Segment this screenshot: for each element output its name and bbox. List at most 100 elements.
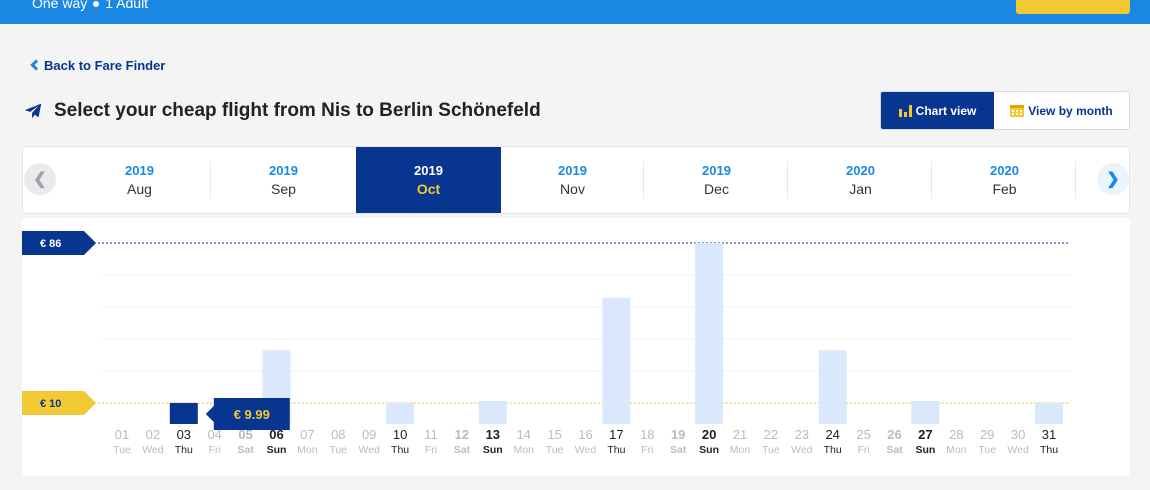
- day-number[interactable]: 20: [702, 427, 716, 442]
- price-tooltip-label: € 9.99: [234, 407, 270, 422]
- month-tab-2019-nov[interactable]: 2019 Nov: [501, 147, 644, 213]
- day-number: 11: [424, 427, 438, 442]
- day-number[interactable]: 24: [825, 427, 839, 442]
- day-weekday: Sat: [670, 444, 687, 456]
- day-number[interactable]: 17: [609, 427, 623, 442]
- max-price-label: € 86: [40, 238, 61, 250]
- min-price-marker: [22, 390, 96, 415]
- search-button[interactable]: [1016, 0, 1130, 14]
- day-number: 19: [671, 427, 685, 442]
- day-number[interactable]: 06: [269, 427, 283, 442]
- fare-bar-chart: € 86 € 10 € 9.99 01 Tue 02 Wed 03 Thu 04 Fri 05 Sat…: [22, 231, 1070, 456]
- trip-summary: One way 1 Adult: [32, 0, 148, 11]
- day-weekday[interactable]: Thu: [391, 444, 409, 456]
- day-weekday: Mon: [730, 444, 751, 456]
- chart-day-labels: 01 Tue 02 Wed 03 Thu 04 Fri 05 Sat 06 Sun 07 Mon 08 Tue…: [113, 427, 1058, 456]
- fare-bar-31[interactable]: [1035, 402, 1063, 424]
- day-weekday: Mon: [513, 444, 534, 456]
- day-weekday: Tue: [762, 444, 780, 456]
- view-toggle: Chart view View by month: [880, 91, 1130, 130]
- day-number: 08: [331, 427, 345, 442]
- day-weekday: Fri: [209, 444, 221, 456]
- month-tab-year: 2019: [558, 163, 587, 178]
- day-number: 15: [547, 427, 561, 442]
- chart-price-markers: € 86 € 10 € 9.99: [22, 231, 290, 430]
- month-tab-2019-aug[interactable]: 2019 Aug: [68, 147, 211, 213]
- day-weekday[interactable]: Thu: [824, 444, 842, 456]
- max-price-marker: [22, 231, 96, 255]
- min-price-label: € 10: [40, 398, 61, 410]
- fare-bar-03[interactable]: [169, 402, 198, 424]
- day-number[interactable]: 03: [177, 427, 191, 442]
- chevron-right-icon: ❯: [1106, 171, 1120, 188]
- day-number: 04: [207, 427, 221, 442]
- chart-view-label: Chart view: [915, 103, 977, 118]
- trip-type-label: One way: [32, 0, 88, 11]
- day-weekday[interactable]: Sun: [915, 444, 935, 456]
- day-weekday: Tue: [329, 444, 347, 456]
- fare-bar-13[interactable]: [478, 400, 507, 424]
- day-number: 18: [640, 427, 654, 442]
- day-weekday: Tue: [546, 444, 564, 456]
- month-tab-2019-oct[interactable]: 2019 Oct: [356, 147, 501, 213]
- day-weekday: Sat: [237, 444, 254, 456]
- day-number: 21: [733, 427, 747, 442]
- fare-bar-27[interactable]: [911, 400, 940, 424]
- search-summary-bar: One way 1 Adult: [0, 0, 1150, 24]
- next-month-button[interactable]: ❯: [1097, 163, 1129, 195]
- chart-view-button[interactable]: Chart view: [881, 92, 994, 129]
- day-weekday[interactable]: Thu: [175, 444, 193, 456]
- day-weekday: Fri: [641, 444, 653, 456]
- month-tab-month: Aug: [127, 181, 152, 197]
- previous-month-button[interactable]: ❮: [24, 163, 56, 195]
- month-tab-2019-dec[interactable]: 2019 Dec: [645, 147, 788, 213]
- day-weekday: Mon: [297, 444, 318, 456]
- day-weekday: Sat: [454, 444, 471, 456]
- fare-bar-20[interactable]: [695, 243, 724, 424]
- day-number: 22: [764, 427, 778, 442]
- fare-bar-24[interactable]: [818, 350, 847, 424]
- day-weekday: Wed: [358, 444, 380, 456]
- day-number: 07: [300, 427, 314, 442]
- day-weekday: Sat: [886, 444, 903, 456]
- passenger-count-label: 1 Adult: [105, 0, 149, 11]
- month-tab-2020-jan[interactable]: 2020 Jan: [789, 147, 932, 213]
- day-number: 23: [795, 427, 809, 442]
- day-weekday: Wed: [575, 444, 597, 456]
- month-tab-year: 2020: [990, 163, 1019, 178]
- chevron-left-icon: ❮: [33, 171, 47, 188]
- month-tab-year: 2019: [269, 163, 298, 178]
- day-weekday[interactable]: Sun: [267, 444, 287, 456]
- day-weekday: Tue: [978, 444, 996, 456]
- month-tab-2019-sep[interactable]: 2019 Sep: [212, 147, 355, 213]
- bar-chart-icon: [898, 104, 912, 117]
- day-number: 29: [980, 427, 994, 442]
- day-weekday: Wed: [791, 444, 813, 456]
- page-title: Select your cheap flight from Nis to Ber…: [54, 100, 541, 121]
- month-tab-2020-feb[interactable]: 2020 Feb: [933, 147, 1076, 213]
- day-weekday[interactable]: Sun: [483, 444, 503, 456]
- day-number[interactable]: 13: [486, 427, 500, 442]
- month-tab-month: Nov: [560, 181, 585, 197]
- day-weekday[interactable]: Thu: [1040, 444, 1058, 456]
- day-weekday[interactable]: Sun: [699, 444, 719, 456]
- day-weekday: Tue: [113, 444, 131, 456]
- view-by-month-button[interactable]: View by month: [994, 92, 1129, 129]
- fare-bar-10[interactable]: [386, 402, 415, 424]
- day-weekday: Wed: [1007, 444, 1029, 456]
- day-number[interactable]: 27: [918, 427, 932, 442]
- day-number: 01: [115, 427, 129, 442]
- back-to-fare-finder-link[interactable]: Back to Fare Finder: [30, 58, 165, 73]
- fare-bar-17[interactable]: [602, 297, 631, 424]
- day-weekday: Fri: [857, 444, 869, 456]
- month-tab-month: Dec: [704, 181, 729, 197]
- day-number[interactable]: 31: [1042, 427, 1056, 442]
- day-number: 25: [856, 427, 870, 442]
- day-number[interactable]: 10: [393, 427, 407, 442]
- day-number: 26: [887, 427, 901, 442]
- day-number: 28: [949, 427, 963, 442]
- day-number: 16: [578, 427, 592, 442]
- chevron-left-icon: [30, 59, 42, 71]
- day-weekday[interactable]: Thu: [607, 444, 625, 456]
- month-tab-year: 2019: [702, 163, 731, 178]
